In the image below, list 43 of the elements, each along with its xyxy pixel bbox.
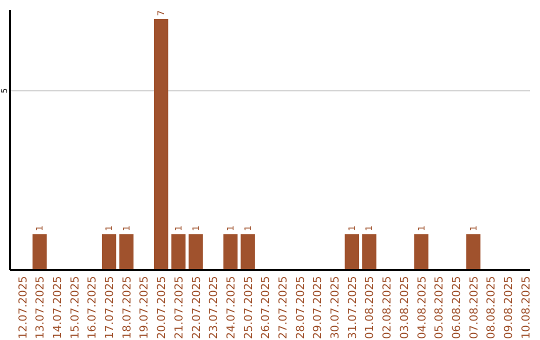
x-tick-label: 03.08.2025 [398,276,411,339]
data-label: 1 [36,225,46,232]
data-label: 1 [348,225,358,232]
data-label: 1 [365,225,376,232]
x-tick-label: 18.07.2025 [120,276,134,339]
x-tick-label: 27.07.2025 [276,276,290,339]
data-label: 1 [469,225,480,232]
data-label: 1 [226,225,236,232]
x-tick-label: 06.08.2025 [450,276,463,339]
x-tick-label: 10.08.2025 [519,276,532,339]
x-tick-label: 23.07.2025 [207,276,220,339]
x-tick-label: 22.07.2025 [190,276,203,339]
x-tick-label: 28.07.2025 [294,276,307,339]
x-tick-label: 01.08.2025 [363,276,376,339]
x-tick-label: 07.08.2025 [467,276,480,339]
data-label: 7 [157,10,168,16]
x-tick-label: 14.07.2025 [51,276,64,339]
x-tick-label: 17.07.2025 [103,276,116,339]
x-tick-label: 25.07.2025 [242,276,255,339]
data-label: 1 [174,225,184,232]
data-label: 1 [105,225,116,232]
x-tick-label: 30.07.2025 [328,276,342,339]
x-tick-label: 15.07.2025 [68,276,82,339]
x-tick-label: 31.07.2025 [346,276,359,339]
x-tick-label: 02.08.2025 [380,276,394,339]
x-tick-label: 19.07.2025 [138,276,151,339]
x-tick-label: 26.07.2025 [259,276,272,339]
data-label: 1 [122,225,132,232]
x-tick-label: 20.07.2025 [155,276,168,339]
x-tick-label: 05.08.2025 [432,276,446,339]
x-tick-label: 04.08.2025 [415,276,428,339]
data-label: 1 [192,225,202,232]
x-tick-label: 24.07.2025 [224,276,238,339]
x-tick-label: 08.08.2025 [484,276,498,339]
x-tick-label: 09.08.2025 [502,276,515,339]
x-tick-label: 12.07.2025 [16,276,30,339]
data-label: 1 [417,225,428,232]
x-tick-label: 21.07.2025 [172,276,186,339]
x-tick-label: 13.07.2025 [34,276,47,339]
data-label: 1 [244,225,254,232]
x-tick-label: 29.07.2025 [311,276,324,339]
x-tick-label: 16.07.2025 [86,276,99,339]
y-tick-label: 5 [0,88,9,94]
